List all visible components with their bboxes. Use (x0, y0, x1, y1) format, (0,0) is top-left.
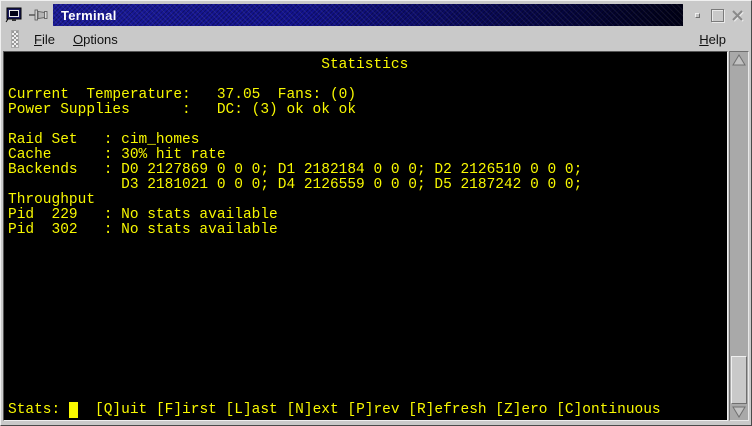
menu-item-help[interactable]: Help (699, 31, 726, 47)
terminal-line: Raid Set : cim_homes (8, 132, 200, 148)
scroll-up-button[interactable] (730, 52, 748, 68)
maximize-button[interactable] (709, 6, 726, 24)
menu-item-file[interactable]: File (34, 31, 55, 47)
scroll-up-icon (732, 54, 746, 66)
window-content: Statistics Current Temperature: 37.05 Fan… (3, 51, 749, 421)
status-line: Stats: [Q]uit [F]irst [L]ast [N]ext [P]r… (8, 402, 727, 418)
scrollbar[interactable] (729, 51, 749, 421)
menubar-drag-handle[interactable] (11, 30, 19, 48)
terminal-line (8, 313, 727, 328)
close-button[interactable] (729, 6, 746, 24)
terminal-line (8, 388, 727, 403)
minimize-button[interactable] (689, 6, 706, 24)
terminal-line: Power Supplies : DC: (3) ok ok ok (8, 102, 357, 118)
menu-item-options[interactable]: Options (72, 31, 118, 47)
terminal-line: Cache : 30% hit rate (8, 147, 226, 163)
terminal-cursor (68, 402, 78, 418)
terminal-line (8, 253, 727, 268)
terminal-line (8, 343, 727, 358)
terminal-line (8, 73, 727, 88)
terminal-line: D3 2181021 0 0 0; D4 2126559 0 0 0; D5 2… (8, 177, 583, 193)
terminal-line (8, 298, 727, 313)
terminal-line: Current Temperature: 37.05 Fans: (0) (8, 87, 357, 103)
terminal-lines: Statistics Current Temperature: 37.05 Fan… (8, 58, 727, 403)
close-icon (732, 9, 744, 22)
menubar: File Options Help (3, 27, 749, 51)
titlebar[interactable]: Terminal (3, 3, 749, 27)
terminal-line: Pid 229 : No stats available (8, 207, 278, 223)
terminal-monitor-icon (5, 7, 22, 23)
terminal-line: Throughput (8, 192, 96, 208)
terminal-line (8, 118, 727, 133)
maximize-icon (711, 8, 724, 22)
scroll-down-button[interactable] (730, 404, 748, 420)
status-keys: [Q]uit [F]irst [L]ast [N]ext [P]rev [R]e… (77, 402, 661, 418)
terminal-line (8, 283, 727, 298)
terminal-line (8, 358, 727, 373)
scroll-track[interactable] (730, 68, 748, 404)
minimize-icon (695, 12, 700, 18)
titlebar-drag-area[interactable]: Terminal (53, 4, 683, 26)
terminal-line: Pid 302 : No stats available (8, 222, 278, 238)
terminal-line (8, 373, 727, 388)
terminal-line: Statistics (8, 57, 409, 73)
window-controls (683, 4, 749, 26)
scroll-down-icon (732, 406, 746, 418)
terminal-line (8, 238, 727, 253)
window-title: Terminal (61, 7, 117, 23)
pin-button[interactable] (27, 5, 49, 25)
scroll-thumb[interactable] (731, 356, 747, 404)
status-prompt: Stats: (8, 402, 69, 418)
push-pin-icon (29, 9, 48, 21)
window-menu-button[interactable] (3, 5, 25, 25)
terminal-line: Backends : D0 2127869 0 0 0; D1 2182184 … (8, 162, 583, 178)
terminal-line (8, 328, 727, 343)
terminal-line (8, 268, 727, 283)
terminal[interactable]: Statistics Current Temperature: 37.05 Fan… (3, 51, 728, 421)
